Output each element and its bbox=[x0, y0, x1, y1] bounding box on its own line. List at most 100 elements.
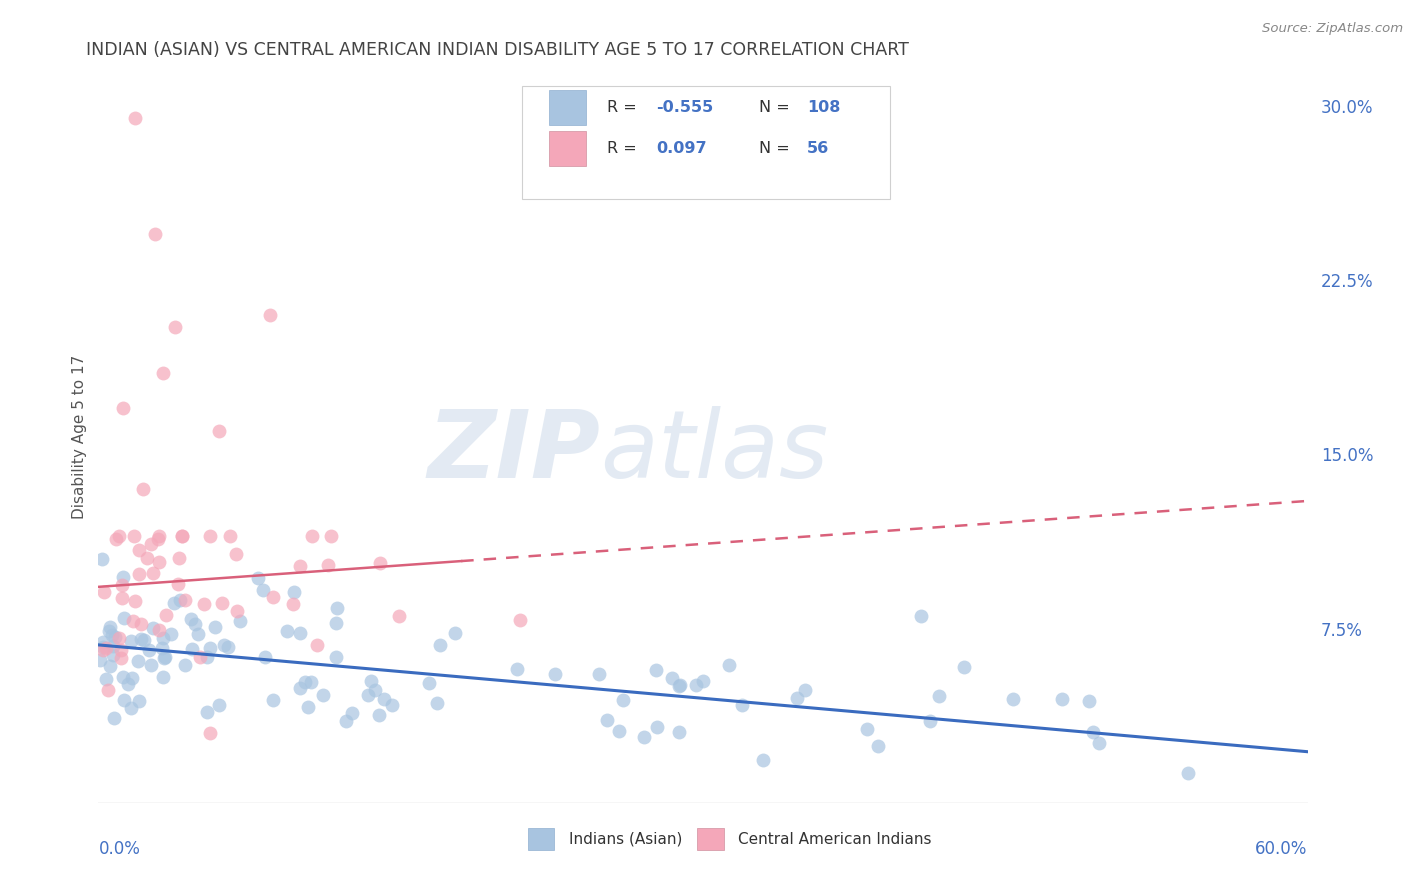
Point bbox=[290, 681, 312, 695]
Point bbox=[127, 654, 149, 668]
Point bbox=[200, 640, 222, 655]
Point bbox=[170, 529, 193, 543]
Text: 108: 108 bbox=[807, 100, 841, 115]
Point bbox=[281, 597, 304, 611]
Point bbox=[325, 616, 347, 631]
Point bbox=[111, 570, 134, 584]
Point bbox=[111, 591, 134, 605]
Point bbox=[103, 710, 125, 724]
Point bbox=[150, 641, 173, 656]
Point bbox=[794, 682, 817, 697]
Point bbox=[122, 614, 145, 628]
Point bbox=[163, 319, 186, 334]
Point bbox=[633, 731, 655, 745]
Point bbox=[139, 658, 162, 673]
Point bbox=[219, 529, 242, 543]
Point bbox=[367, 708, 389, 723]
Point bbox=[368, 556, 391, 570]
Point bbox=[167, 551, 190, 566]
Text: 0.097: 0.097 bbox=[655, 142, 706, 156]
Point bbox=[312, 688, 335, 702]
Point bbox=[357, 688, 380, 702]
Point bbox=[866, 739, 889, 753]
Point bbox=[226, 604, 249, 618]
Text: 0.0%: 0.0% bbox=[98, 840, 141, 858]
Point bbox=[426, 696, 449, 710]
Point bbox=[143, 227, 166, 241]
Point bbox=[124, 111, 146, 125]
Point bbox=[252, 583, 274, 598]
Point bbox=[217, 640, 239, 654]
Point bbox=[360, 673, 382, 688]
Point bbox=[94, 640, 117, 655]
Point bbox=[692, 673, 714, 688]
FancyBboxPatch shape bbox=[697, 829, 724, 850]
Text: Source: ZipAtlas.com: Source: ZipAtlas.com bbox=[1263, 22, 1403, 36]
Point bbox=[91, 634, 114, 648]
Point bbox=[254, 650, 277, 665]
Point bbox=[1081, 725, 1104, 739]
Text: INDIAN (ASIAN) VS CENTRAL AMERICAN INDIAN DISABILITY AGE 5 TO 17 CORRELATION CHA: INDIAN (ASIAN) VS CENTRAL AMERICAN INDIA… bbox=[86, 41, 910, 59]
Point bbox=[297, 699, 319, 714]
Point bbox=[588, 666, 610, 681]
Point bbox=[108, 529, 131, 543]
Point bbox=[294, 674, 316, 689]
Point bbox=[112, 611, 135, 625]
Point bbox=[276, 624, 298, 639]
Point bbox=[509, 613, 531, 627]
Point bbox=[138, 643, 160, 657]
Point bbox=[668, 725, 690, 739]
Point bbox=[718, 657, 741, 672]
Point bbox=[112, 692, 135, 706]
Point bbox=[214, 638, 236, 652]
Point bbox=[910, 609, 932, 624]
Point bbox=[204, 620, 226, 634]
Point bbox=[111, 577, 134, 591]
Text: 60.0%: 60.0% bbox=[1256, 840, 1308, 858]
Point bbox=[120, 700, 142, 714]
Point bbox=[325, 649, 347, 664]
Point bbox=[187, 627, 209, 641]
Point bbox=[381, 698, 404, 712]
Point bbox=[128, 543, 150, 558]
Point bbox=[100, 658, 122, 673]
Point bbox=[388, 608, 411, 623]
Text: atlas: atlas bbox=[600, 406, 828, 497]
Point bbox=[152, 632, 174, 646]
Text: ZIP: ZIP bbox=[427, 406, 600, 498]
Text: N =: N = bbox=[759, 100, 794, 115]
Point bbox=[98, 624, 121, 638]
Text: R =: R = bbox=[607, 100, 643, 115]
Text: Central American Indians: Central American Indians bbox=[738, 832, 932, 847]
Point bbox=[198, 726, 221, 740]
Point bbox=[90, 552, 112, 566]
Point bbox=[418, 676, 440, 690]
Point bbox=[645, 663, 668, 677]
Point bbox=[152, 366, 174, 380]
Text: -0.555: -0.555 bbox=[655, 100, 713, 115]
Point bbox=[148, 555, 170, 569]
Text: 56: 56 bbox=[807, 142, 830, 156]
Point bbox=[97, 682, 120, 697]
FancyBboxPatch shape bbox=[550, 90, 586, 125]
Point bbox=[142, 621, 165, 635]
Point bbox=[856, 723, 879, 737]
Point bbox=[316, 558, 339, 572]
Point bbox=[225, 547, 247, 561]
Point bbox=[1088, 736, 1111, 750]
Point bbox=[101, 639, 124, 653]
Point bbox=[167, 577, 190, 591]
Point bbox=[364, 683, 387, 698]
Point bbox=[645, 720, 668, 734]
Text: R =: R = bbox=[607, 142, 643, 156]
Point bbox=[953, 660, 976, 674]
Point bbox=[211, 596, 233, 610]
Point bbox=[335, 714, 357, 728]
Point bbox=[342, 706, 364, 721]
Point bbox=[505, 662, 527, 676]
Point bbox=[111, 401, 134, 415]
Point bbox=[685, 678, 707, 692]
Point bbox=[373, 692, 395, 706]
Point bbox=[152, 670, 174, 684]
Point bbox=[752, 753, 775, 767]
